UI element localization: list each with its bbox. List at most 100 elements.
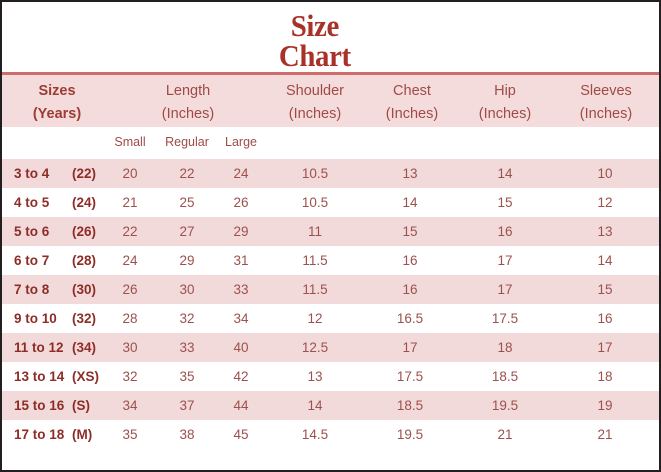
cell-sleeves: 19 xyxy=(597,398,613,413)
cell-length-small: 28 xyxy=(122,311,138,326)
column-header-shoulder: Shoulder (Inches) xyxy=(255,80,375,126)
cell-size-years: 17 to 18 xyxy=(14,427,65,442)
cell-hip: 19.5 xyxy=(491,398,519,413)
cell-length-regular: 27 xyxy=(179,224,195,239)
column-header-chest-line1: Chest xyxy=(393,83,431,99)
cell-hip: 17 xyxy=(497,282,513,297)
cell-hip: 15 xyxy=(497,195,513,210)
cell-chest: 16 xyxy=(402,253,418,268)
cell-size-code: (24) xyxy=(72,195,97,210)
cell-length-regular: 29 xyxy=(179,253,195,268)
cell-hip: 18.5 xyxy=(491,369,519,384)
cell-sleeves: 17 xyxy=(597,340,613,355)
cell-sleeves: 10 xyxy=(597,166,613,181)
cell-length-small: 35 xyxy=(122,427,138,442)
cell-chest: 17 xyxy=(402,340,418,355)
cell-sleeves: 15 xyxy=(597,282,613,297)
cell-length-small: 30 xyxy=(122,340,138,355)
cell-sleeves: 13 xyxy=(597,224,613,239)
cell-length-large: 24 xyxy=(233,166,249,181)
subcolumn-header-regular: Regular xyxy=(165,135,209,149)
table-row: 6 to 7 (28) 24 29 31 11.5 16 17 14 xyxy=(2,246,659,275)
cell-size-code: (34) xyxy=(72,340,97,355)
cell-size-years: 3 to 4 xyxy=(14,166,50,181)
cell-length-regular: 37 xyxy=(179,398,195,413)
cell-hip: 17.5 xyxy=(491,311,519,326)
table-subheader-row: Small Regular Large xyxy=(2,127,659,159)
cell-hip: 16 xyxy=(497,224,513,239)
cell-size-code: (28) xyxy=(72,253,97,268)
cell-sleeves: 12 xyxy=(597,195,613,210)
cell-length-regular: 32 xyxy=(179,311,195,326)
cell-shoulder: 12 xyxy=(307,311,323,326)
page-title-line-1: Size xyxy=(290,8,340,43)
cell-size-years: 4 to 5 xyxy=(14,195,50,210)
cell-shoulder: 11.5 xyxy=(302,282,328,297)
cell-length-large: 40 xyxy=(233,340,249,355)
cell-length-small: 26 xyxy=(122,282,138,297)
table-row: 15 to 16 (S) 34 37 44 14 18.5 19.5 19 xyxy=(2,391,659,420)
cell-length-large: 29 xyxy=(233,224,249,239)
cell-sleeves: 16 xyxy=(597,311,613,326)
cell-hip: 17 xyxy=(497,253,513,268)
table-row: 3 to 4 (22) 20 22 24 10.5 13 14 10 xyxy=(2,159,659,188)
table-row: 5 to 6 (26) 22 27 29 11 15 16 13 xyxy=(2,217,659,246)
cell-shoulder: 11 xyxy=(307,224,322,239)
cell-chest: 19.5 xyxy=(396,427,424,442)
column-header-sleeves-line2: (Inches) xyxy=(579,106,633,122)
column-header-shoulder-line1: Shoulder xyxy=(285,83,345,99)
cell-chest: 17.5 xyxy=(396,369,424,384)
cell-length-small: 21 xyxy=(122,195,138,210)
table-row: 7 to 8 (30) 26 30 33 11.5 16 17 15 xyxy=(2,275,659,304)
subcolumn-header-small: Small xyxy=(114,135,146,149)
cell-sleeves: 18 xyxy=(597,369,613,384)
cell-shoulder: 10.5 xyxy=(301,195,329,210)
cell-length-regular: 35 xyxy=(179,369,195,384)
cell-length-small: 22 xyxy=(122,224,138,239)
cell-size-code: (30) xyxy=(72,282,97,297)
cell-length-large: 45 xyxy=(233,427,249,442)
cell-size-code: (M) xyxy=(72,427,93,442)
cell-length-small: 32 xyxy=(122,369,138,384)
column-header-sizes: Sizes (Years) xyxy=(2,80,112,126)
cell-chest: 16.5 xyxy=(396,311,424,326)
table-row: 13 to 14 (XS) 32 35 42 13 17.5 18.5 18 xyxy=(2,362,659,391)
column-header-sleeves: Sleeves (Inches) xyxy=(546,80,659,126)
column-header-sleeves-line1: Sleeves xyxy=(580,83,632,99)
cell-shoulder: 12.5 xyxy=(301,340,329,355)
table-header-row: Sizes (Years) Length (Inches) Shoulder (… xyxy=(2,72,659,127)
cell-length-large: 34 xyxy=(233,311,249,326)
column-header-hip-line1: Hip xyxy=(494,83,516,99)
cell-size-code: (S) xyxy=(72,398,90,413)
cell-shoulder: 14 xyxy=(307,398,323,413)
cell-shoulder: 10.5 xyxy=(301,166,329,181)
cell-length-small: 34 xyxy=(122,398,138,413)
cell-hip: 18 xyxy=(497,340,513,355)
subcolumn-header-large: Large xyxy=(225,135,257,149)
cell-length-small: 20 xyxy=(122,166,138,181)
column-header-chest-line2: (Inches) xyxy=(385,106,439,122)
cell-length-large: 44 xyxy=(233,398,249,413)
cell-shoulder: 11.5 xyxy=(302,253,328,268)
cell-length-regular: 22 xyxy=(179,166,195,181)
cell-length-regular: 33 xyxy=(179,340,195,355)
cell-size-years: 6 to 7 xyxy=(14,253,50,268)
table-body: 3 to 4 (22) 20 22 24 10.5 13 14 10 4 to 5 (24) 21 25… xyxy=(2,159,659,449)
cell-shoulder: 14.5 xyxy=(301,427,329,442)
cell-hip: 21 xyxy=(497,427,513,442)
cell-length-large: 42 xyxy=(233,369,249,384)
cell-size-code: (32) xyxy=(72,311,97,326)
table-row: 4 to 5 (24) 21 25 26 10.5 14 15 12 xyxy=(2,188,659,217)
column-header-hip-line2: (Inches) xyxy=(478,106,532,122)
cell-chest: 16 xyxy=(402,282,418,297)
cell-size-years: 15 to 16 xyxy=(14,398,65,413)
cell-shoulder: 13 xyxy=(307,369,323,384)
cell-chest: 15 xyxy=(402,224,418,239)
cell-length-regular: 30 xyxy=(179,282,195,297)
table-row: 11 to 12 (34) 30 33 40 12.5 17 18 17 xyxy=(2,333,659,362)
cell-size-code: (26) xyxy=(72,224,97,239)
cell-chest: 13 xyxy=(402,166,418,181)
table-row: 17 to 18 (M) 35 38 45 14.5 19.5 21 21 xyxy=(2,420,659,449)
cell-length-large: 31 xyxy=(233,253,249,268)
